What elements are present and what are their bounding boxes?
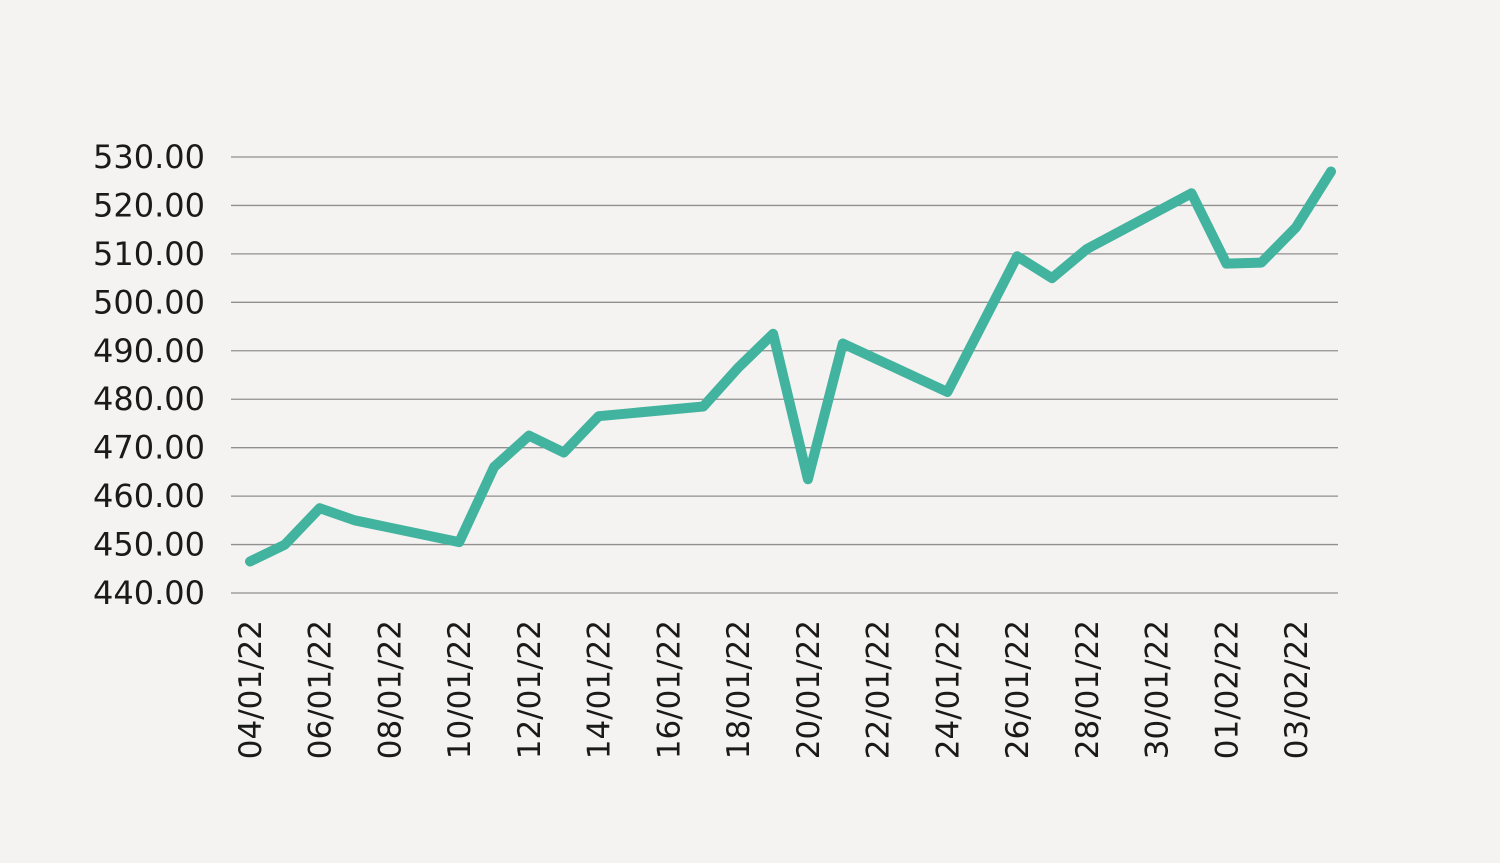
- y-tick-label: 490.00: [93, 332, 205, 370]
- x-axis-ticks: 04/01/22 06/01/22 08/01/22 10/01/22 12/01/22…: [233, 620, 1315, 759]
- x-tick-label: 04/01/22: [233, 620, 269, 759]
- y-tick-label: 530.00: [93, 138, 205, 176]
- series-line: [245, 166, 1336, 567]
- x-tick-label: 20/01/22: [791, 620, 827, 759]
- y-axis-ticks: 440.00 450.00 460.00 470.00 480.00 490.00 500.…: [93, 138, 205, 612]
- x-tick-label: 03/02/22: [1279, 620, 1315, 759]
- x-tick-label: 22/01/22: [861, 620, 897, 759]
- y-tick-label: 440.00: [93, 574, 205, 612]
- x-tick-label: 28/01/22: [1070, 620, 1106, 759]
- x-tick-label: 24/01/22: [930, 620, 966, 759]
- x-tick-label: 14/01/22: [582, 620, 618, 759]
- y-tick-label: 470.00: [93, 429, 205, 467]
- x-tick-label: 06/01/22: [303, 620, 339, 759]
- y-tick-label: 520.00: [93, 186, 205, 224]
- x-tick-label: 26/01/22: [1000, 620, 1036, 759]
- x-tick-label: 12/01/22: [512, 620, 548, 759]
- x-tick-label: 10/01/22: [442, 620, 478, 759]
- y-tick-label: 500.00: [93, 283, 205, 321]
- x-tick-label: 16/01/22: [651, 620, 687, 759]
- x-tick-label: 30/01/22: [1140, 620, 1176, 759]
- x-tick-label: 08/01/22: [372, 620, 408, 759]
- y-tick-label: 510.00: [93, 235, 205, 273]
- y-tick-label: 460.00: [93, 477, 205, 515]
- x-tick-label: 01/02/22: [1209, 620, 1245, 759]
- x-tick-label: 18/01/22: [721, 620, 757, 759]
- series-layer: [245, 166, 1336, 567]
- y-tick-label: 450.00: [93, 526, 205, 564]
- y-tick-label: 480.00: [93, 380, 205, 418]
